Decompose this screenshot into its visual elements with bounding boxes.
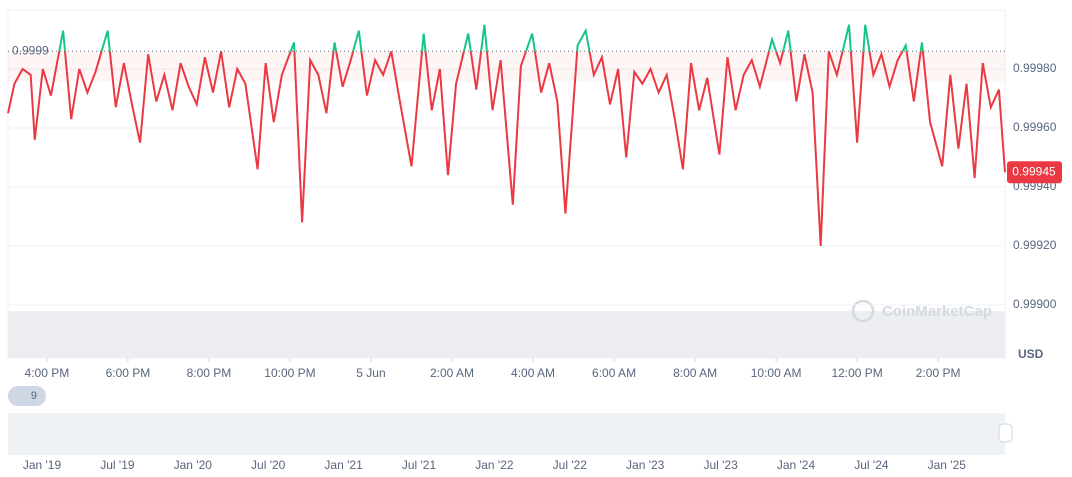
navigator-label: Jan '19 (23, 458, 62, 472)
x-tick-label: 12:00 PM (831, 366, 882, 380)
y-unit: USD (1018, 347, 1044, 361)
y-tick-label: 0.99960 (1013, 120, 1057, 134)
y-tick-label: 0.99980 (1013, 61, 1057, 75)
current-price-label: 0.99945 (1012, 164, 1056, 178)
navigator-label: Jul '20 (251, 458, 286, 472)
navigator-label: Jul '19 (100, 458, 135, 472)
x-tick-label: 8:00 PM (187, 366, 232, 380)
price-line-above (58, 24, 924, 52)
navigator-label: Jan '20 (174, 458, 213, 472)
x-tick-label: 2:00 PM (916, 366, 961, 380)
watermark-logo (851, 299, 875, 323)
navigator-label: Jan '22 (475, 458, 514, 472)
navigator-label: Jul '21 (402, 458, 437, 472)
x-tick-label: 6:00 PM (106, 366, 151, 380)
navigator-label: Jul '24 (854, 458, 889, 472)
badge[interactable] (8, 386, 46, 406)
navigator[interactable] (8, 413, 1005, 455)
navigator-label: Jan '25 (928, 458, 967, 472)
navigator-label: Jul '22 (553, 458, 588, 472)
reference-label: 0.9999 (12, 43, 49, 57)
x-tick-label: 6:00 AM (592, 366, 636, 380)
x-tick-label: 4:00 AM (511, 366, 555, 380)
reference-band (8, 51, 1005, 82)
navigator-label: Jan '24 (777, 458, 816, 472)
y-tick-label: 0.99900 (1013, 297, 1057, 311)
x-tick-label: 10:00 PM (264, 366, 315, 380)
x-tick-label: 4:00 PM (25, 366, 70, 380)
x-tick-label: 5 Jun (356, 366, 385, 380)
current-price-tag (1007, 161, 1062, 184)
navigator-label: Jan '21 (324, 458, 363, 472)
navigator-handle[interactable] (998, 423, 1013, 443)
volume-band (8, 311, 1005, 358)
badge-count: 9 (31, 390, 37, 402)
x-tick-label: 8:00 AM (673, 366, 717, 380)
x-tick-label: 10:00 AM (751, 366, 802, 380)
navigator-label: Jul '23 (703, 458, 738, 472)
watermark: CoinMarketCap (882, 303, 992, 320)
y-tick-label: 0.99920 (1013, 238, 1057, 252)
x-tick-label: 2:00 AM (430, 366, 474, 380)
navigator-label: Jan '23 (626, 458, 665, 472)
price-line-below (7, 51, 1006, 246)
